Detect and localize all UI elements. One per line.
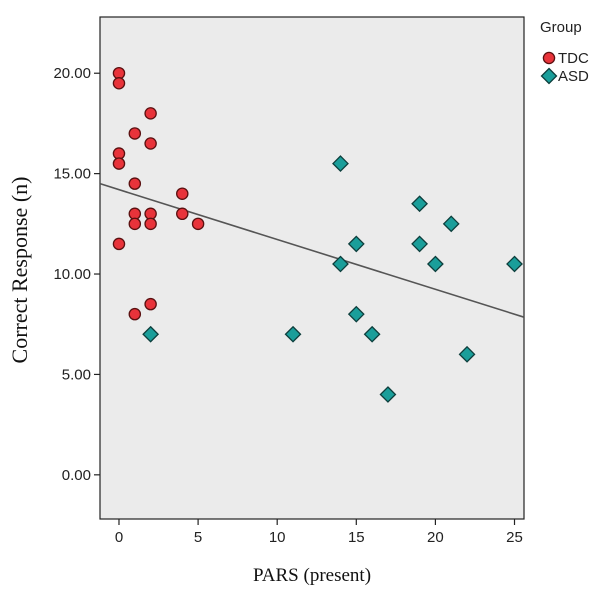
asd-point: [347, 235, 365, 253]
x-tick-label: 10: [269, 529, 286, 546]
tdc-point: [112, 237, 126, 251]
asd-point: [363, 325, 381, 343]
tdc-point: [112, 157, 126, 170]
y-tick-label: 10.00: [53, 266, 91, 283]
asd-point: [332, 255, 349, 273]
x-tick-label: 0: [115, 529, 123, 546]
legend-title: Group: [540, 19, 582, 36]
asd-point: [458, 345, 476, 363]
x-tick-label: 5: [194, 529, 202, 546]
asd-point: [284, 325, 302, 343]
asd-point: [347, 305, 365, 323]
asd-point: [332, 155, 349, 173]
x-axis: 0 5 10 15 20 25: [115, 519, 523, 546]
y-tick-label: 0.00: [62, 467, 91, 484]
y-tick-label: 5.00: [62, 366, 91, 383]
tdc-point: [191, 217, 205, 231]
legend-label-tdc: TDC: [558, 50, 589, 67]
y-axis: 0.00 5.00 10.00 15.00 20.00: [53, 65, 100, 484]
tdc-point: [144, 107, 157, 120]
y-tick-label: 20.00: [53, 65, 91, 82]
asd-point: [506, 255, 523, 273]
x-tick-label: 25: [506, 529, 523, 546]
y-tick-label: 15.00: [53, 166, 91, 183]
legend-marker-tdc: [542, 51, 556, 65]
x-tick-label: 15: [348, 529, 365, 546]
data-points: [112, 66, 523, 403]
asd-point: [411, 235, 429, 253]
asd-point: [379, 386, 397, 403]
series-asd: [142, 155, 523, 403]
fit-line: [99, 182, 525, 318]
asd-point: [426, 255, 444, 273]
asd-point: [142, 325, 160, 343]
tdc-point: [128, 177, 142, 190]
tdc-point: [112, 77, 126, 90]
tdc-point: [144, 217, 157, 231]
tdc-point: [176, 187, 189, 200]
legend-item-asd: ASD: [540, 67, 589, 85]
tdc-point: [176, 207, 189, 221]
tdc-point: [144, 137, 157, 150]
legend-item-tdc: TDC: [542, 50, 589, 67]
y-axis-title: Correct Response (n): [7, 177, 32, 364]
asd-point: [411, 195, 429, 213]
x-axis-title: PARS (present): [253, 565, 371, 586]
x-tick-label: 20: [427, 529, 444, 546]
legend-marker-asd: [540, 67, 558, 85]
series-tdc: [112, 66, 205, 321]
tdc-point: [128, 127, 142, 140]
plot-area: [99, 16, 525, 520]
tdc-point: [128, 217, 142, 231]
tdc-point: [128, 307, 142, 321]
tdc-point: [144, 297, 157, 311]
legend-label-asd: ASD: [558, 68, 589, 85]
asd-point: [442, 215, 460, 233]
